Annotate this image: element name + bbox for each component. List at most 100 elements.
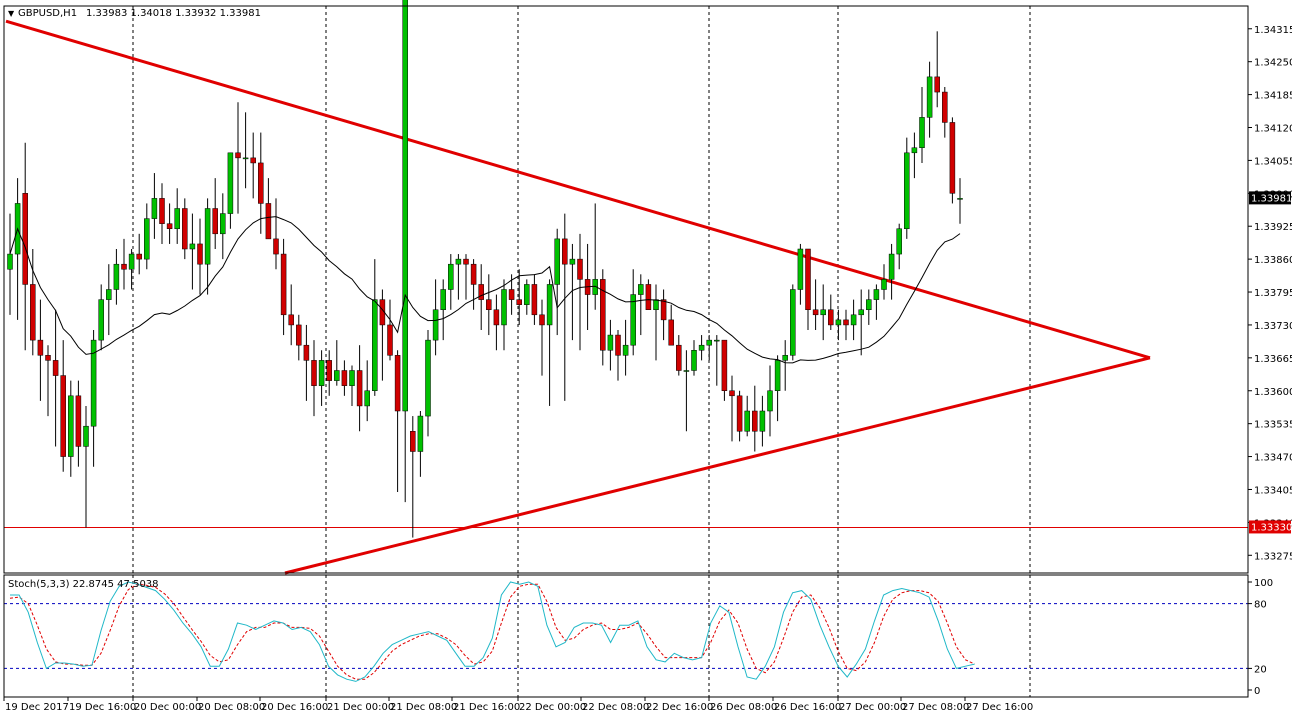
candle-body <box>356 370 363 407</box>
candle-body <box>881 279 887 290</box>
candle-body <box>7 253 13 270</box>
ascending-trendline[interactable] <box>284 356 1151 575</box>
descending-trendline[interactable] <box>5 19 1151 360</box>
candle-body <box>858 309 864 316</box>
candle-body <box>394 355 401 412</box>
candle-body <box>508 289 515 300</box>
candle <box>204 198 211 295</box>
candle <box>174 188 180 244</box>
ohlc-values: 1.33983 1.34018 1.33932 1.33981 <box>86 8 261 19</box>
candle-body <box>759 410 766 432</box>
candle-body <box>136 253 142 260</box>
candle-body <box>349 370 355 386</box>
candle <box>326 350 332 396</box>
price-tick-label: 1.34250 <box>1254 58 1292 69</box>
candle <box>577 233 583 351</box>
candle-body <box>501 289 507 326</box>
candle <box>942 87 948 138</box>
candle-body <box>683 370 690 372</box>
candle <box>128 249 135 290</box>
candle <box>592 203 598 310</box>
candle-body <box>577 258 583 280</box>
candle-body <box>341 370 348 386</box>
price-tick-label: 1.34055 <box>1254 156 1292 167</box>
candle <box>410 416 416 538</box>
candle-body <box>820 309 826 316</box>
candle <box>828 294 834 330</box>
candle-body <box>676 344 682 371</box>
candle <box>159 183 165 244</box>
main-pane-frame <box>3 5 1249 574</box>
candle-body <box>919 117 925 148</box>
candle-body <box>311 360 317 386</box>
triangle-trendlines[interactable] <box>5 19 1151 575</box>
candle-body <box>592 279 598 295</box>
candle-body <box>448 263 454 290</box>
candle <box>904 137 910 239</box>
vertical-grid <box>132 6 1031 697</box>
symbol-label: GBPUSD,H1 <box>18 8 77 19</box>
candle-body <box>90 339 97 427</box>
candle-body <box>425 339 431 417</box>
price-axis: 1.34315 1.34250 1.34185 1.34120 1.34055 1.339… <box>1248 25 1292 562</box>
candle-body <box>60 375 66 457</box>
candle-body <box>189 243 196 250</box>
candle-body <box>569 258 576 265</box>
candle-body <box>622 344 629 356</box>
candle <box>554 228 560 336</box>
candle <box>455 254 462 300</box>
candle <box>790 284 796 361</box>
candle <box>866 289 872 325</box>
candle <box>812 279 819 330</box>
current-price-badge <box>1249 191 1291 205</box>
candle <box>356 345 363 432</box>
candle-body <box>843 319 849 326</box>
candle <box>630 269 636 356</box>
time-tick-label: 22 Dec 00:00 <box>519 702 586 713</box>
candle-body <box>144 218 150 260</box>
candle <box>615 330 621 381</box>
candle <box>235 102 241 214</box>
candle <box>68 380 74 477</box>
price-tick-label: 1.33860 <box>1254 255 1292 266</box>
candle <box>759 395 766 447</box>
candle <box>220 193 226 260</box>
candle <box>873 284 880 320</box>
candle-body <box>258 162 264 204</box>
candle <box>698 335 705 361</box>
price-tick-label: 1.34315 <box>1254 25 1292 36</box>
price-tick-label: 1.33470 <box>1254 453 1292 464</box>
candle-body <box>957 198 963 200</box>
candle <box>288 284 294 346</box>
candle-body <box>288 314 294 326</box>
candle <box>151 173 158 239</box>
candle <box>106 264 112 336</box>
candle <box>896 223 902 270</box>
candle-body <box>539 314 545 326</box>
price-tick-label: 1.33600 <box>1254 387 1292 398</box>
candle <box>448 254 454 310</box>
candle <box>75 380 82 467</box>
candle-body <box>698 344 705 351</box>
symbol-dropdown-icon[interactable]: ▼ <box>8 9 15 18</box>
candle <box>258 132 264 234</box>
candle-body <box>934 76 940 93</box>
candle-body <box>151 198 158 219</box>
candle-body <box>273 238 279 255</box>
candle <box>539 299 545 376</box>
candle <box>774 355 781 422</box>
candle <box>121 238 127 290</box>
candle-body <box>250 157 256 164</box>
candle <box>888 243 895 300</box>
candle-body <box>470 263 477 285</box>
candle <box>402 0 408 503</box>
candle-body <box>220 213 226 235</box>
candle-body <box>850 314 857 326</box>
candle <box>83 405 89 528</box>
candle-body <box>106 289 112 300</box>
candle <box>303 324 310 401</box>
candle-body <box>37 339 44 356</box>
candlestick-series <box>7 0 963 538</box>
candle <box>805 248 811 330</box>
